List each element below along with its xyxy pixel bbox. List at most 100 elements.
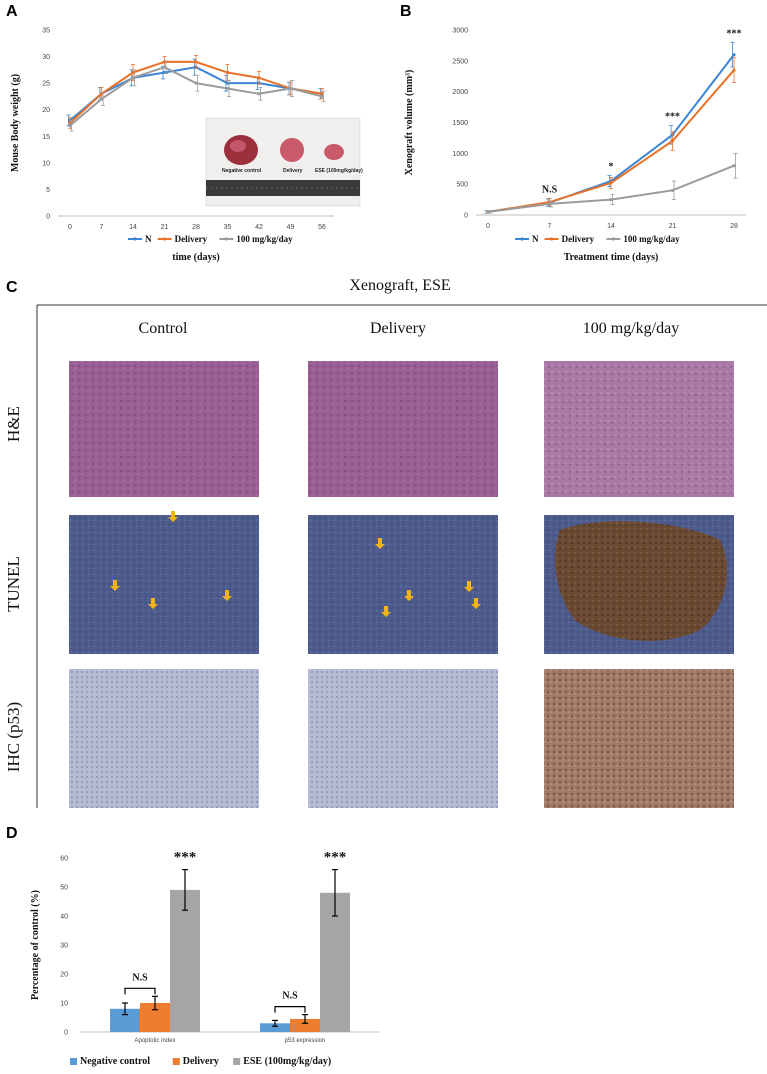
- data-point: [225, 70, 230, 75]
- legend-label: N: [532, 234, 539, 244]
- y-tick-label: 2500: [452, 58, 468, 65]
- y-tick-label: 500: [456, 182, 468, 189]
- y-tick-label: 10: [60, 1001, 68, 1008]
- legend-marker: [520, 237, 524, 241]
- data-point: [68, 124, 72, 128]
- series-line-1: [69, 60, 323, 124]
- data-point: [99, 97, 104, 101]
- data-point: [609, 181, 613, 185]
- data-point: [257, 92, 261, 96]
- bar-0: [260, 1023, 290, 1032]
- significance-label: N.S: [282, 991, 298, 1002]
- y-tick-label: 60: [60, 856, 68, 863]
- legend-swatch: [172, 1058, 180, 1065]
- micrograph-he-100: [544, 361, 734, 497]
- y-tick-label: 40: [60, 914, 68, 921]
- data-point: [257, 76, 261, 80]
- row-head-tunel: TUNEL: [4, 556, 23, 612]
- data-point: [486, 210, 490, 214]
- y-tick-label: 20: [60, 972, 68, 979]
- legend-label: N: [145, 234, 152, 244]
- data-point: [609, 197, 613, 202]
- x-tick-label: 42: [255, 224, 263, 231]
- x-tick-label: 0: [486, 223, 490, 230]
- legend-label: 100 mg/kg/day: [236, 234, 293, 244]
- arrow-icon: [168, 511, 178, 522]
- significance-label: ***: [665, 112, 680, 123]
- x-tick-label: 28: [192, 224, 200, 231]
- x-tick-label: 21: [669, 223, 677, 230]
- panel-letter-c: C: [6, 279, 18, 296]
- legend-label: Delivery: [175, 234, 208, 244]
- legend-marker: [163, 237, 167, 241]
- y-tick-label: 30: [60, 943, 68, 950]
- data-point: [670, 139, 675, 143]
- y-tick-label: 5: [46, 187, 50, 194]
- bar-1: [290, 1018, 320, 1032]
- significance-bracket: [124, 987, 156, 995]
- y-tick-label: 0: [64, 1030, 68, 1037]
- arrow-icon: [148, 598, 158, 609]
- legend-label: Delivery: [562, 234, 595, 244]
- significance-bracket: [274, 1006, 306, 1013]
- arrow-icon: [375, 538, 385, 549]
- x-axis-title: time (days): [172, 252, 220, 263]
- micrograph-he-control: [69, 361, 259, 497]
- col-head-control: Control: [139, 320, 188, 337]
- micrograph-ihc-delivery: [308, 669, 498, 808]
- chart-a-body-weight: 0 5 10 15 20 25 30 35 0 7 14 21 28 35 42 49 56 Mouse Body…: [10, 28, 334, 263]
- micrograph-tunel-delivery: [308, 515, 498, 654]
- y-tick-label: 0: [464, 213, 468, 220]
- data-point: [225, 86, 230, 91]
- row-head-he: H&E: [4, 406, 23, 442]
- y-tick-label: 0: [46, 214, 50, 221]
- y-tick-label: 35: [42, 28, 50, 35]
- arrow-icon: [404, 590, 414, 601]
- row-head-ihc: IHC (p53): [4, 702, 23, 772]
- x-tick-label: 21: [161, 224, 169, 231]
- y-axis-title: Mouse Body weight (g): [10, 74, 21, 172]
- legend-label: ESE (100mg/kg/day): [243, 1056, 331, 1067]
- bar-0: [110, 1008, 140, 1032]
- legend-marker: [224, 237, 228, 241]
- legend-label: 100 mg/kg/day: [623, 234, 680, 244]
- micrograph-ihc-control: [69, 669, 259, 808]
- panel-letter-d: D: [6, 825, 18, 842]
- legend-marker: [611, 237, 616, 241]
- photo-label-delivery: Delivery: [283, 168, 303, 174]
- x-tick-label: 0: [68, 224, 72, 231]
- tunel-positive-region: [555, 521, 728, 641]
- legend-swatch: [233, 1058, 241, 1065]
- tumor-highlight: [230, 140, 246, 152]
- panel-letter-b: B: [400, 3, 412, 20]
- panel-c-histology: Xenograft, ESE Control Delivery 100 mg/k…: [4, 277, 767, 808]
- data-point: [194, 81, 198, 85]
- data-point: [225, 81, 230, 85]
- x-tick-label: 49: [287, 224, 295, 231]
- y-tick-label: 20: [42, 107, 50, 114]
- significance-label: N.S: [542, 184, 558, 195]
- legend-label: Delivery: [183, 1056, 219, 1067]
- arrow-icon: [381, 606, 391, 617]
- tumor-ese: [324, 144, 344, 160]
- photo-label-ese: ESE (100mg/kg/day): [315, 168, 363, 174]
- y-axis-title: Xenograft volume (mm³): [404, 70, 415, 176]
- significance-label: ***: [324, 850, 347, 866]
- x-tick-label: 14: [607, 223, 615, 230]
- chart-d-percentage: 0 10 20 30 40 50 60 Apoptotic index p53 expressi…: [30, 850, 380, 1067]
- x-tick-label: 56: [318, 224, 326, 231]
- y-tick-label: 1000: [452, 151, 468, 158]
- arrow-icon: [471, 598, 481, 609]
- x-axis-title: Treatment time (days): [564, 252, 659, 263]
- significance-label: ***: [174, 850, 197, 866]
- data-point: [131, 70, 135, 75]
- data-point: [732, 68, 736, 72]
- legend-label: Negative control: [80, 1056, 150, 1067]
- data-point: [194, 60, 198, 64]
- x-tick-label: 28: [730, 223, 738, 230]
- col-head-delivery: Delivery: [370, 320, 426, 337]
- micrograph-he-delivery: [308, 361, 498, 497]
- legend-marker: [550, 237, 554, 241]
